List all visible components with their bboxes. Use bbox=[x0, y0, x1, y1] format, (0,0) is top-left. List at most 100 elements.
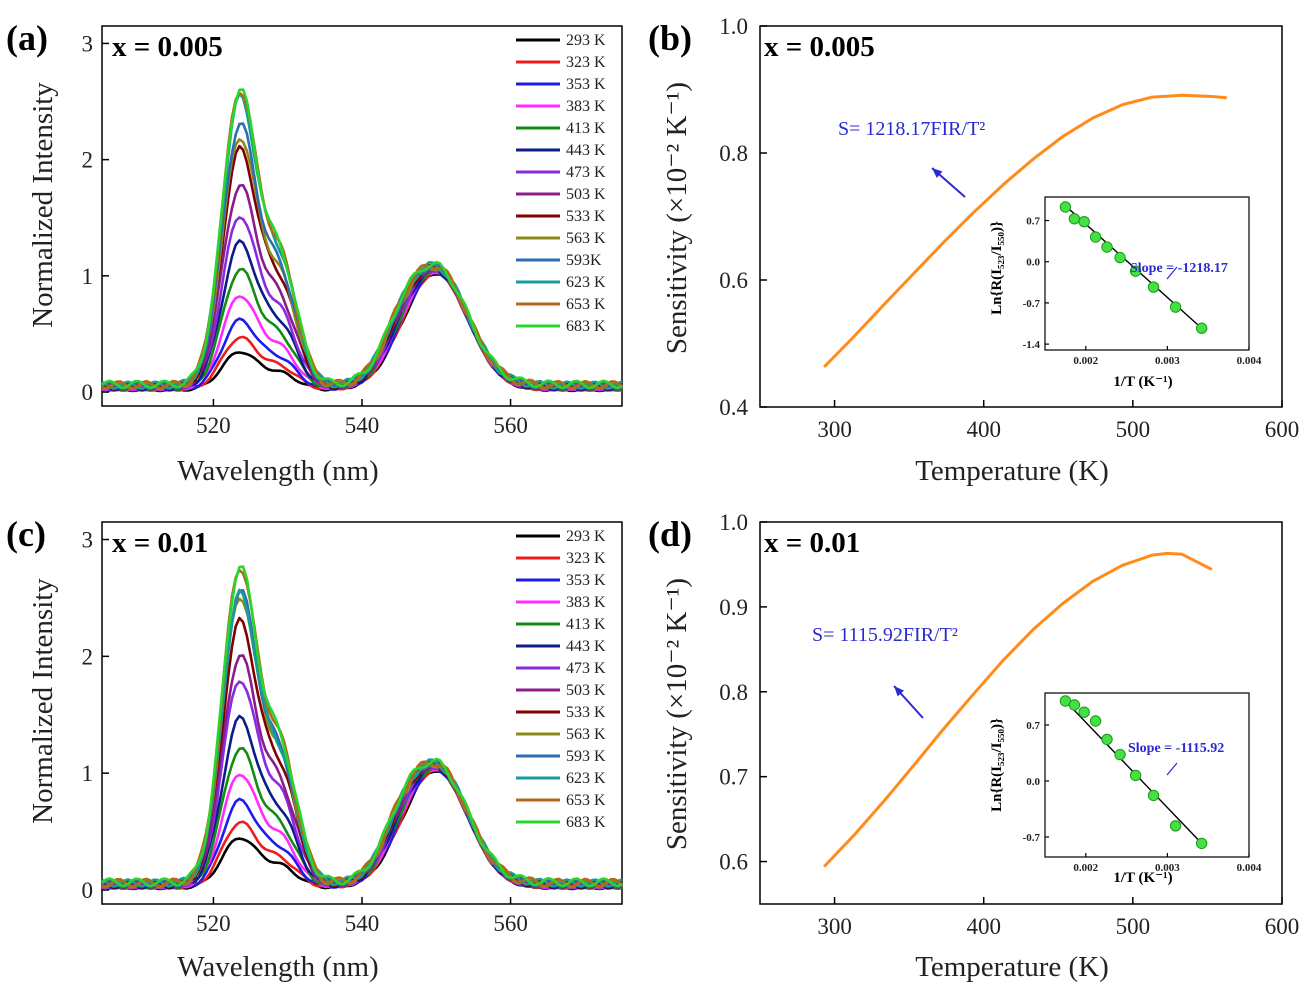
panel-d-inset-xtick-label-0: 0.002 bbox=[1073, 862, 1098, 874]
panel-c-legend-label-5: 443 K bbox=[566, 638, 606, 655]
panel-b-inset-point-7 bbox=[1147, 281, 1160, 293]
panel-c-ytick-label-0: 0 bbox=[82, 878, 94, 903]
panel-b-frame bbox=[759, 25, 1283, 408]
panel-b-inset-point-3 bbox=[1089, 231, 1102, 243]
panel-d-inset-point-5 bbox=[1114, 748, 1126, 761]
panel-a-ytick-label-0: 0 bbox=[82, 380, 94, 405]
panel-d-ylabel: Sensitivity (×10⁻² K⁻¹) bbox=[661, 578, 693, 850]
panel-b-xtick-label-1: 400 bbox=[966, 417, 1001, 442]
panel-d-arrow-head bbox=[894, 686, 904, 697]
panel-b-xtick-label-0: 300 bbox=[817, 417, 852, 442]
panel-a-ytick-label-1: 1 bbox=[82, 264, 94, 289]
panel-a-legend-label-10: 593K bbox=[566, 252, 602, 269]
panel-b-inset-point-0 bbox=[1059, 201, 1072, 213]
panel-d-inset-point-9 bbox=[1195, 837, 1208, 850]
panel-b-ytick-label-1: 0.6 bbox=[719, 268, 748, 293]
panel-d-inset-point-1 bbox=[1068, 699, 1081, 711]
panel-d-xtick-label-2: 500 bbox=[1116, 914, 1151, 939]
panel-b-curve bbox=[823, 93, 1227, 369]
panel-d-slope: Slope = -1115.92 bbox=[1128, 741, 1224, 756]
panel-c-series-11 bbox=[101, 588, 623, 888]
panel-c-xtick-label-0: 520 bbox=[196, 911, 231, 936]
panel-a-xtick-label-2: 560 bbox=[493, 413, 528, 438]
panel-b-inset-ytick-label-3: 0.7 bbox=[1026, 216, 1040, 228]
panel-d-inset-slope-arrow bbox=[1166, 762, 1178, 776]
panel-a-legend-label-9: 563 K bbox=[566, 230, 606, 247]
panel-c-ylabel: Normalized Intensity bbox=[27, 578, 59, 824]
panel-d-curve bbox=[823, 551, 1213, 868]
panel-a-ytick-label-3: 3 bbox=[82, 31, 94, 56]
panel-b-condition: x = 0.005 bbox=[764, 31, 875, 63]
panel-d-xtick-label-1: 400 bbox=[966, 914, 1001, 939]
panel-a-series-11 bbox=[101, 92, 623, 390]
panel-a-condition: x = 0.005 bbox=[112, 31, 223, 63]
panel-d-inset-point-4 bbox=[1101, 733, 1113, 746]
panel-b-inset-xtick-label-0: 0.002 bbox=[1073, 355, 1098, 367]
panel-c-label: (c) bbox=[6, 514, 46, 554]
panel-c-series-13 bbox=[101, 565, 623, 888]
panel-c-xtick-label-2: 560 bbox=[493, 911, 528, 936]
panel-b-inset: 0.002 0.003 0.004 -1.4 -0.7 0.0 0.7 1/T (K⁻¹) Ln… bbox=[989, 196, 1262, 390]
panel-a-ylabel: Normalized Intensity bbox=[27, 82, 59, 328]
panel-b-xtick-label-2: 500 bbox=[1116, 417, 1151, 442]
panel-d-inset-ytick-label-2: 0.7 bbox=[1026, 720, 1040, 732]
panel-b-inset-ytick-label-1: -0.7 bbox=[1023, 298, 1041, 310]
panel-d-ytick-label-2: 0.8 bbox=[719, 680, 748, 705]
panel-a-ytick-label-2: 2 bbox=[82, 148, 94, 173]
panel-a-xlabel: Wavelength (nm) bbox=[177, 455, 378, 487]
panel-b-arrow-head bbox=[932, 168, 943, 178]
panel-a-legend-label-4: 413 K bbox=[566, 120, 606, 137]
panel-c-legend-label-1: 323 K bbox=[566, 550, 606, 567]
panel-b-inset-ytick-label-0: -1.4 bbox=[1023, 339, 1041, 351]
panel-b-inset-xtick-label-2: 0.004 bbox=[1237, 355, 1262, 367]
panel-c-legend-label-7: 503 K bbox=[566, 682, 606, 699]
panel-a-legend-label-12: 653 K bbox=[566, 296, 606, 313]
panel-d-xtick-label-0: 300 bbox=[817, 914, 852, 939]
panel-a-series-8 bbox=[101, 144, 623, 391]
panel-b-xlabel: Temperature (K) bbox=[915, 455, 1109, 487]
panel-b-xtick-label-3: 600 bbox=[1265, 417, 1300, 442]
panel-a: (a) x = 0.005 Wavelength (nm) Normalized… bbox=[6, 18, 623, 487]
panel-c-legend-label-13: 683 K bbox=[566, 814, 606, 831]
panel-c-legend-label-4: 413 K bbox=[566, 616, 606, 633]
panel-d-frame bbox=[759, 521, 1283, 905]
panel-d-xlabel: Temperature (K) bbox=[915, 951, 1109, 983]
panel-c-legend-label-12: 653 K bbox=[566, 792, 606, 809]
panel-b-inset-point-6 bbox=[1129, 265, 1142, 277]
panel-b-inset-point-4 bbox=[1101, 241, 1113, 253]
panel-b-inset-frame bbox=[1044, 196, 1250, 351]
panel-a-legend-label-1: 323 K bbox=[566, 54, 606, 71]
panel-b-inset-point-9 bbox=[1195, 322, 1208, 334]
panel-b-ytick-label-2: 0.8 bbox=[719, 141, 748, 166]
panel-b-inset-slope-arrow bbox=[1166, 266, 1178, 280]
panel-a-legend-label-7: 503 K bbox=[566, 186, 606, 203]
panel-d-ytick-label-3: 0.9 bbox=[719, 595, 748, 620]
panel-a-legend-label-0: 293 K bbox=[566, 32, 606, 49]
panel-d-equation: S= 1115.92FIR/T² bbox=[812, 624, 958, 646]
panel-d-label: (d) bbox=[648, 514, 692, 554]
panel-c-series-9 bbox=[101, 597, 623, 889]
panel-b-inset-point-2 bbox=[1078, 216, 1090, 228]
panel-a-label: (a) bbox=[6, 18, 48, 58]
panel-d-inset-frame bbox=[1044, 692, 1250, 858]
panel-a-series-5 bbox=[101, 239, 623, 392]
panel-c-legend-label-0: 293 K bbox=[566, 528, 606, 545]
panel-a-xtick-label-1: 540 bbox=[345, 413, 380, 438]
panel-b-ylabel: Sensitivity (×10⁻² K⁻¹) bbox=[661, 82, 693, 354]
panel-d-inset-ytick-label-0: -0.7 bbox=[1023, 832, 1041, 844]
panel-a-xtick-label-0: 520 bbox=[196, 413, 231, 438]
panel-c-ytick-label-1: 1 bbox=[82, 761, 94, 786]
panel-a-series-10 bbox=[101, 122, 623, 391]
panel-c-xtick-label-1: 540 bbox=[345, 911, 380, 936]
panel-a-legend-label-3: 383 K bbox=[566, 98, 606, 115]
panel-b: (b) x = 0.005 Temperature (K) Sensitivit… bbox=[648, 14, 1299, 487]
panel-c-legend-label-11: 623 K bbox=[566, 770, 606, 787]
panel-c-legend-label-3: 383 K bbox=[566, 594, 606, 611]
panel-c-series-8 bbox=[101, 616, 623, 889]
panel-a-series-12 bbox=[101, 91, 623, 390]
panel-d-inset-ytick-label-1: 0.0 bbox=[1026, 776, 1040, 788]
panel-c-legend-label-8: 533 K bbox=[566, 704, 606, 721]
panel-d-inset-point-3 bbox=[1089, 715, 1102, 727]
panel-b-inset-ytick-label-2: 0.0 bbox=[1026, 257, 1040, 269]
